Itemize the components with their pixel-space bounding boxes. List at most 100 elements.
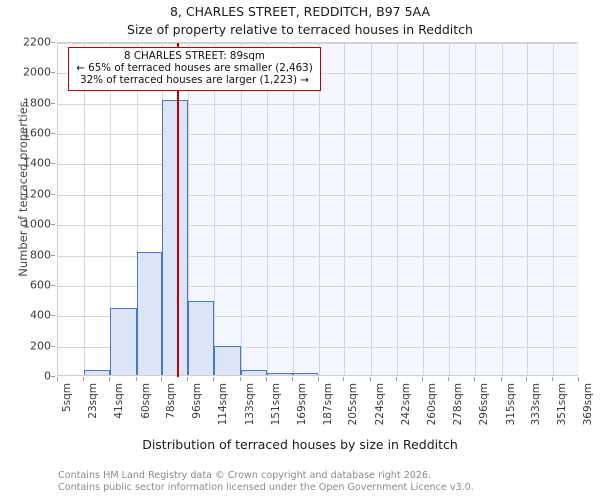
- gridline-vertical: [501, 43, 503, 375]
- gridline-horizontal: [58, 225, 577, 227]
- histogram-bar: [292, 373, 319, 375]
- y-axis-tick-label: 0: [44, 369, 51, 383]
- x-axis-tick-mark: [500, 377, 502, 381]
- y-axis-tick-mark: [51, 193, 55, 195]
- x-axis-tick-mark: [108, 377, 110, 381]
- x-axis-tick-mark: [526, 377, 528, 381]
- histogram-bar: [241, 369, 267, 375]
- x-axis-tick-mark: [343, 377, 345, 381]
- x-axis-tick-label: 151sqm: [269, 383, 282, 426]
- gridline-vertical: [553, 43, 555, 375]
- y-axis-tick-label: 200: [30, 339, 51, 353]
- y-axis: 0 200 400 600 800 1000 1200 1400 1600 1800 2000 220…: [0, 36, 55, 383]
- y-axis-tick-mark: [51, 284, 55, 286]
- gridline-horizontal: [58, 346, 577, 348]
- gridline-vertical: [136, 43, 138, 375]
- histogram-bar: [214, 346, 242, 375]
- y-axis-title-wrap: Number of terraced properties: [8, 40, 30, 380]
- annotation-line-1: 8 CHARLES STREET: 89sqm: [124, 50, 265, 62]
- gridline-horizontal: [58, 134, 577, 136]
- x-axis-tick-mark: [578, 377, 579, 381]
- x-axis-tick-label: 315sqm: [504, 383, 517, 426]
- gridline-vertical: [188, 43, 190, 375]
- gridline-horizontal: [58, 316, 577, 318]
- gridline-vertical: [344, 43, 346, 375]
- x-axis-tick-mark: [135, 377, 137, 381]
- x-axis-tick-label: 369sqm: [582, 383, 594, 426]
- gridline-vertical: [241, 43, 243, 375]
- attribution-footer: Contains HM Land Registry data © Crown c…: [58, 470, 598, 493]
- gridline-vertical: [371, 43, 373, 375]
- x-axis-tick-label: 23sqm: [86, 383, 99, 419]
- chart-title-block: 8, CHARLES STREET, REDDITCH, B97 5AA Siz…: [0, 0, 600, 38]
- x-axis-tick-label: 296sqm: [477, 383, 490, 426]
- gridline-horizontal: [58, 285, 577, 287]
- y-axis-tick-label: 2000: [23, 65, 51, 79]
- annotation-line-2: ← 65% of terraced houses are smaller (2,…: [76, 62, 313, 75]
- gridline-horizontal: [58, 164, 577, 166]
- x-axis-tick-mark: [240, 377, 242, 381]
- y-axis-tick-mark: [51, 102, 55, 104]
- y-axis-title: Number of terraced properties: [16, 101, 30, 277]
- x-axis-tick-mark: [213, 377, 214, 381]
- histogram-bar: [266, 373, 293, 375]
- x-axis-tick-label: 78sqm: [165, 383, 178, 419]
- page-title: 8, CHARLES STREET, REDDITCH, B97 5AA: [169, 4, 431, 19]
- x-axis-tick-label: 333sqm: [530, 383, 543, 426]
- x-axis-tick-mark: [473, 377, 475, 381]
- x-axis-tick-label: 224sqm: [374, 383, 387, 426]
- x-axis-tick-mark: [317, 377, 319, 381]
- property-annotation-box: 8 CHARLES STREET: 89sqm ← 65% of terrace…: [68, 47, 321, 91]
- y-axis-tick-mark: [51, 163, 55, 165]
- y-axis-tick-label: 1600: [23, 126, 51, 140]
- x-axis-tick-mark: [396, 377, 398, 381]
- gridline-horizontal: [58, 43, 577, 44]
- gridline-vertical: [214, 43, 215, 375]
- annotation-line-3: 32% of terraced houses are larger (1,223…: [80, 74, 309, 87]
- x-axis-tick-mark: [552, 377, 554, 381]
- x-axis: 5sqm 23sqm 41sqm 60sqm 78sqm 96sqm 114sqm 133sq…: [57, 377, 594, 437]
- property-size-marker-line: [177, 43, 180, 377]
- x-axis-tick-label: 133sqm: [244, 383, 257, 426]
- x-axis-title: Distribution of terraced houses by size …: [142, 437, 458, 452]
- x-axis-tick-label: 187sqm: [321, 383, 334, 426]
- footer-line-2: Contains public sector information licen…: [58, 481, 474, 493]
- x-axis-tick-label: 41sqm: [112, 383, 125, 419]
- y-axis-tick-mark: [51, 376, 55, 377]
- y-axis-tick-mark: [51, 315, 55, 317]
- shaded-larger-region: [188, 43, 579, 375]
- x-axis-tick-label: 278sqm: [451, 383, 464, 426]
- y-axis-tick-label: 1400: [23, 156, 51, 170]
- histogram-bar: [188, 300, 214, 375]
- gridline-vertical: [266, 43, 268, 375]
- gridline-horizontal: [58, 255, 577, 257]
- gridline-vertical: [474, 43, 476, 375]
- chart-subtitle: Size of property relative to terraced ho…: [127, 22, 473, 37]
- x-axis-tick-label: 351sqm: [556, 383, 569, 426]
- y-axis-tick-label: 1200: [23, 187, 51, 201]
- y-axis-tick-mark: [51, 345, 55, 347]
- histogram-bar: [109, 308, 137, 375]
- footer-line-1: Contains HM Land Registry data © Crown c…: [58, 470, 432, 481]
- y-axis-tick-label: 1800: [23, 96, 51, 110]
- x-axis-tick-mark: [291, 377, 293, 381]
- x-axis-tick-mark: [421, 377, 423, 381]
- x-axis-tick-label: 60sqm: [139, 383, 152, 419]
- x-axis-tick-label: 96sqm: [191, 383, 204, 419]
- gridline-vertical: [422, 43, 424, 375]
- histogram-bar: [162, 100, 189, 375]
- gridline-vertical: [292, 43, 294, 375]
- x-axis-tick-mark: [82, 377, 84, 381]
- x-axis-tick-label: 260sqm: [425, 383, 438, 426]
- gridline-vertical: [318, 43, 320, 375]
- gridline-vertical: [397, 43, 399, 375]
- gridline-horizontal: [58, 194, 577, 196]
- gridline-vertical: [527, 43, 529, 375]
- y-axis-tick-mark: [51, 133, 55, 135]
- x-axis-tick-label: 114sqm: [217, 383, 229, 426]
- x-axis-tick-mark: [447, 377, 449, 381]
- y-axis-tick-label: 600: [30, 278, 51, 292]
- plot-area: [57, 42, 579, 377]
- y-axis-tick-mark: [51, 42, 55, 43]
- y-axis-tick-mark: [51, 72, 55, 74]
